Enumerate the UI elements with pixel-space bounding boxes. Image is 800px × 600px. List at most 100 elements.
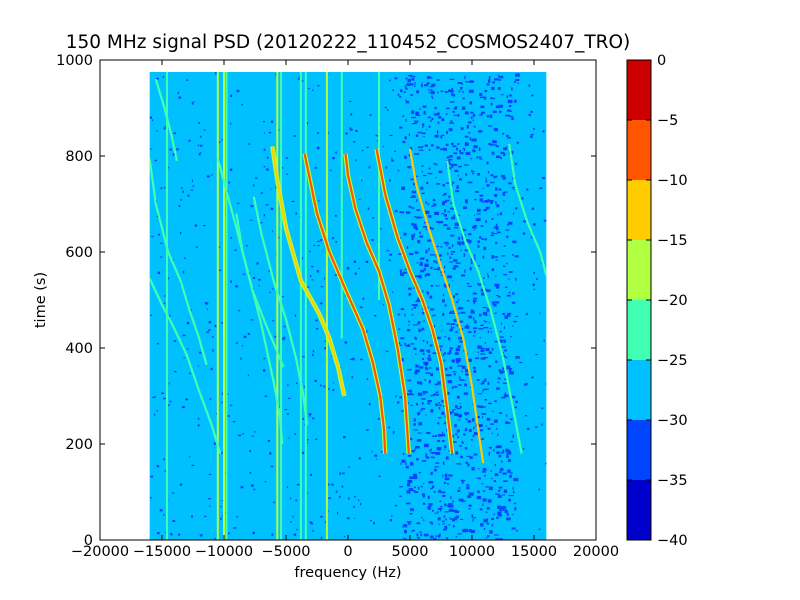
- noise-speck: [320, 536, 323, 539]
- noise-speck: [482, 311, 485, 315]
- noise-speck: [400, 358, 404, 362]
- noise-speck: [472, 226, 477, 229]
- x-tick-label: 0: [343, 544, 352, 560]
- noise-speck: [442, 474, 444, 478]
- noise-speck: [445, 182, 450, 184]
- noise-speck: [476, 213, 481, 215]
- noise-speck: [471, 138, 476, 142]
- noise-speck: [422, 352, 425, 355]
- noise-speck: [488, 402, 492, 405]
- noise-speck: [399, 272, 405, 277]
- noise-speck: [355, 159, 357, 162]
- noise-speck: [461, 441, 464, 444]
- noise-speck: [458, 165, 462, 168]
- noise-speck: [488, 365, 492, 368]
- noise-speck: [539, 187, 543, 190]
- noise-speck: [441, 202, 445, 206]
- noise-speck: [389, 253, 393, 256]
- noise-speck: [490, 477, 493, 480]
- noise-speck: [296, 528, 298, 531]
- noise-speck: [491, 348, 494, 351]
- noise-speck: [459, 340, 464, 343]
- noise-speck: [418, 216, 423, 219]
- noise-speck: [514, 255, 519, 258]
- noise-speck: [198, 122, 200, 124]
- noise-speck: [506, 451, 512, 455]
- noise-speck: [522, 232, 526, 235]
- noise-speck: [451, 92, 454, 96]
- noise-speck: [467, 486, 469, 489]
- noise-speck: [504, 315, 508, 319]
- noise-speck: [188, 372, 191, 375]
- noise-speck: [367, 207, 370, 210]
- noise-speck: [288, 437, 291, 439]
- noise-speck: [220, 452, 224, 454]
- noise-speck: [525, 313, 528, 316]
- doppler-curve: [375, 148, 454, 454]
- noise-speck: [430, 471, 433, 476]
- noise-speck: [442, 299, 445, 303]
- noise-speck: [411, 77, 415, 81]
- noise-speck: [434, 468, 437, 472]
- noise-speck: [455, 515, 459, 519]
- noise-speck: [460, 518, 464, 520]
- noise-speck: [495, 145, 499, 148]
- noise-speck: [423, 174, 427, 177]
- noise-speck: [482, 307, 488, 309]
- noise-speck: [410, 393, 415, 396]
- noise-speck: [399, 126, 403, 129]
- noise-speck: [443, 224, 448, 227]
- noise-speck: [421, 170, 424, 173]
- noise-speck: [451, 142, 454, 145]
- noise-speck: [179, 232, 182, 235]
- noise-speck: [484, 320, 488, 323]
- noise-speck: [426, 432, 431, 435]
- noise-speck: [203, 129, 206, 131]
- noise-speck: [411, 314, 414, 316]
- noise-speck: [481, 111, 485, 114]
- noise-speck: [437, 381, 441, 385]
- noise-speck: [441, 118, 445, 122]
- noise-speck: [317, 200, 320, 202]
- noise-speck: [459, 402, 461, 404]
- noise-speck: [455, 433, 458, 436]
- noise-speck: [490, 423, 494, 425]
- noise-speck: [453, 295, 456, 298]
- noise-speck: [490, 181, 495, 184]
- noise-speck: [494, 194, 498, 197]
- noise-speck: [512, 490, 515, 494]
- noise-speck: [532, 283, 535, 287]
- noise-speck: [419, 261, 423, 266]
- noise-speck: [455, 147, 459, 151]
- noise-speck: [482, 255, 485, 259]
- noise-speck: [422, 502, 426, 505]
- noise-speck: [428, 148, 431, 151]
- noise-speck: [361, 149, 364, 152]
- noise-speck: [447, 252, 449, 256]
- noise-speck: [411, 123, 417, 125]
- noise-speck: [449, 101, 455, 103]
- noise-speck: [477, 424, 483, 428]
- noise-speck: [482, 468, 487, 472]
- noise-speck: [507, 314, 511, 317]
- noise-speck: [528, 113, 531, 117]
- noise-speck: [226, 393, 229, 395]
- noise-speck: [490, 470, 492, 472]
- noise-speck: [290, 497, 292, 500]
- noise-speck: [526, 312, 528, 315]
- plot-area: −20000 −15000 −10000 −5000 0 5000 10000 15000 20…: [56, 53, 619, 560]
- noise-speck: [415, 353, 417, 355]
- noise-speck: [170, 533, 173, 536]
- noise-speck: [461, 235, 465, 239]
- noise-speck: [513, 502, 516, 505]
- noise-speck: [319, 302, 323, 305]
- noise-speck: [500, 452, 505, 454]
- noise-speck: [501, 174, 505, 178]
- noise-speck: [424, 273, 427, 278]
- noise-speck: [515, 530, 519, 532]
- noise-speck: [437, 267, 440, 271]
- noise-speck: [163, 397, 166, 400]
- noise-speck: [452, 181, 455, 184]
- noise-speck: [498, 79, 502, 81]
- noise-speck: [453, 373, 456, 376]
